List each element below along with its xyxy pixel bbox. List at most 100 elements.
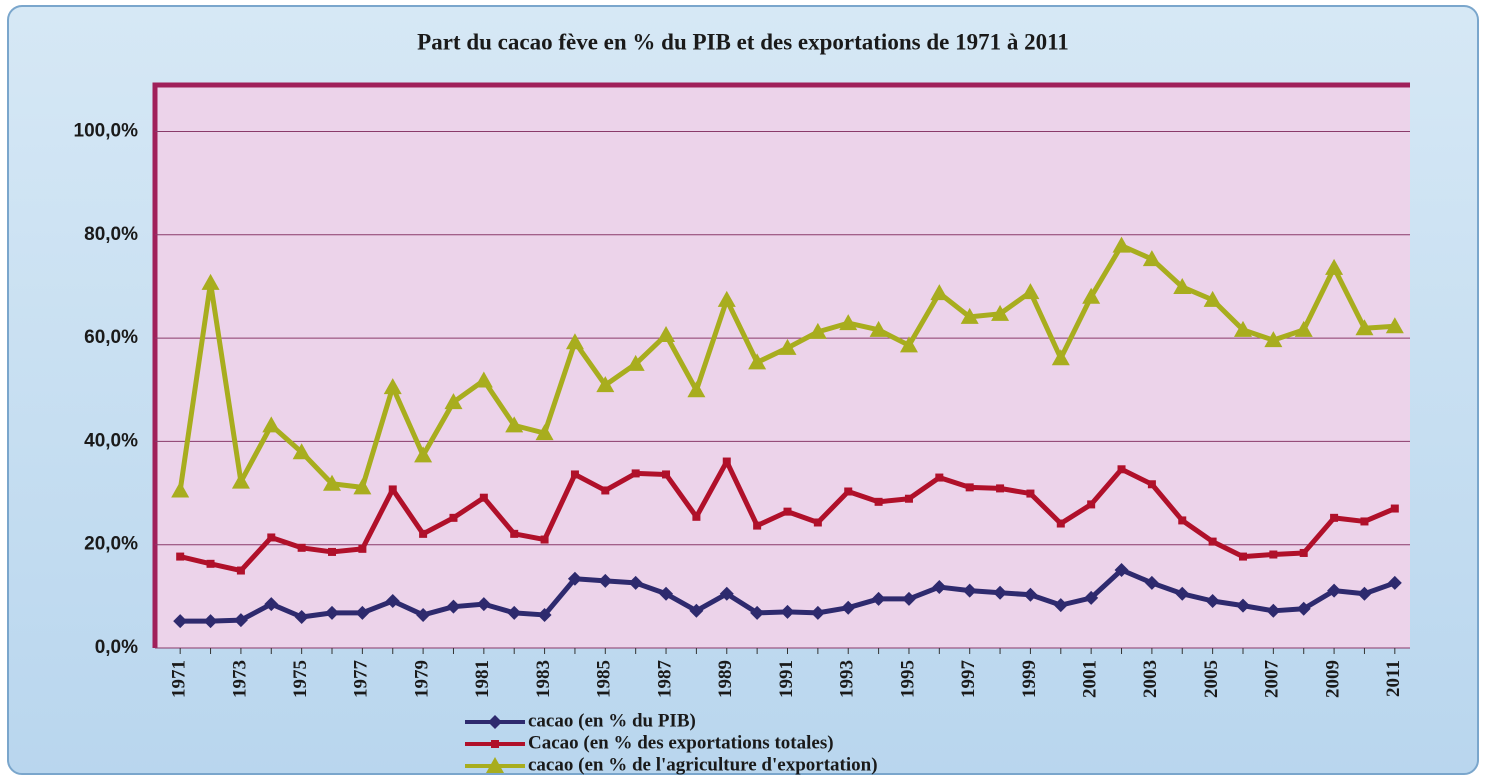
point-marker (780, 604, 795, 619)
point-marker (631, 469, 640, 478)
x-tick-label: 2011 (1383, 660, 1404, 697)
point-marker (689, 603, 704, 618)
point-marker (626, 354, 645, 371)
point-marker (1264, 331, 1283, 348)
point-marker (171, 481, 190, 498)
y-tick-label: 60,0% (84, 327, 138, 348)
x-tick-label: 1983 (533, 660, 554, 698)
point-marker (1203, 290, 1222, 307)
point-marker (1266, 603, 1281, 618)
point-marker (328, 547, 337, 556)
point-marker (236, 566, 245, 575)
x-tick-label: 2009 (1322, 660, 1343, 698)
point-marker (935, 473, 944, 482)
point-marker (176, 552, 185, 561)
point-marker (1387, 575, 1402, 590)
point-marker (1355, 319, 1374, 336)
point-marker (358, 544, 367, 553)
point-marker (264, 597, 279, 612)
point-marker (808, 322, 827, 339)
point-marker (1142, 250, 1161, 267)
x-tick-label: 1993 (837, 660, 858, 698)
point-marker (388, 485, 397, 494)
point-marker (1023, 587, 1038, 602)
point-marker (1385, 317, 1404, 334)
point-marker (323, 474, 342, 491)
x-tick-label: 1995 (897, 660, 918, 698)
point-marker (446, 599, 461, 614)
point-marker (722, 457, 731, 466)
y-tick-label: 0,0% (95, 637, 138, 658)
point-marker (1208, 537, 1217, 546)
x-tick-label: 2001 (1080, 660, 1101, 698)
point-marker (1087, 500, 1096, 509)
x-tick-label: 1973 (229, 660, 250, 698)
point-marker (1021, 283, 1040, 300)
point-marker (1325, 258, 1344, 275)
point-marker (1082, 287, 1101, 304)
point-marker (206, 559, 215, 568)
x-tick-label: 1987 (654, 660, 675, 699)
point-marker (601, 486, 610, 495)
point-marker (444, 393, 463, 410)
x-tick-label: 1997 (958, 660, 979, 699)
point-marker (839, 314, 858, 331)
x-tick-label: 2007 (1262, 660, 1283, 699)
point-marker (292, 443, 311, 460)
point-marker (687, 381, 706, 398)
y-tick-label: 80,0% (84, 224, 138, 245)
point-marker (960, 307, 979, 324)
point-marker (813, 518, 822, 527)
point-marker (1084, 590, 1099, 605)
point-marker (567, 571, 582, 586)
x-tick-label: 1971 (169, 660, 190, 698)
point-marker (748, 353, 767, 370)
point-marker (1175, 586, 1190, 601)
point-marker (507, 605, 522, 620)
point-marker (1147, 480, 1156, 489)
point-marker (535, 424, 554, 441)
point-marker (540, 535, 549, 544)
point-marker (203, 614, 218, 629)
point-marker (325, 605, 340, 620)
point-marker (1327, 583, 1342, 598)
x-tick-label: 1991 (776, 660, 797, 698)
x-tick-label: 1979 (411, 660, 432, 698)
legend-label: cacao (en % de l'agriculture d'exportati… (528, 754, 878, 775)
point-marker (173, 614, 188, 629)
point-marker (932, 580, 947, 595)
point-marker (692, 512, 701, 521)
legend-marker (486, 757, 504, 773)
point-marker (869, 320, 888, 337)
x-tick-label: 1981 (472, 660, 493, 698)
point-marker (537, 607, 552, 622)
point-marker (505, 416, 524, 433)
point-marker (1360, 517, 1369, 526)
chart-title: Part du cacao fève en % du PIB et des ex… (417, 29, 1069, 54)
point-marker (783, 507, 792, 516)
point-marker (1238, 552, 1247, 561)
point-marker (1233, 320, 1252, 337)
x-tick-label: 1985 (594, 660, 615, 698)
point-marker (1357, 586, 1372, 601)
point-marker (1114, 563, 1129, 578)
point-marker (991, 304, 1010, 321)
point-marker (419, 529, 428, 538)
point-marker (385, 593, 400, 608)
point-marker (479, 493, 488, 502)
x-tick-label: 2003 (1140, 660, 1161, 698)
x-tick-label: 1975 (290, 660, 311, 698)
point-marker (874, 497, 883, 506)
point-marker (476, 597, 491, 612)
point-marker (201, 273, 220, 290)
point-marker (871, 591, 886, 606)
point-marker (753, 521, 762, 530)
point-marker (899, 336, 918, 353)
point-marker (1330, 513, 1339, 522)
point-marker (901, 591, 916, 606)
point-marker (662, 470, 671, 479)
point-marker (355, 605, 370, 620)
legend-marker (491, 740, 499, 748)
point-marker (565, 333, 584, 350)
